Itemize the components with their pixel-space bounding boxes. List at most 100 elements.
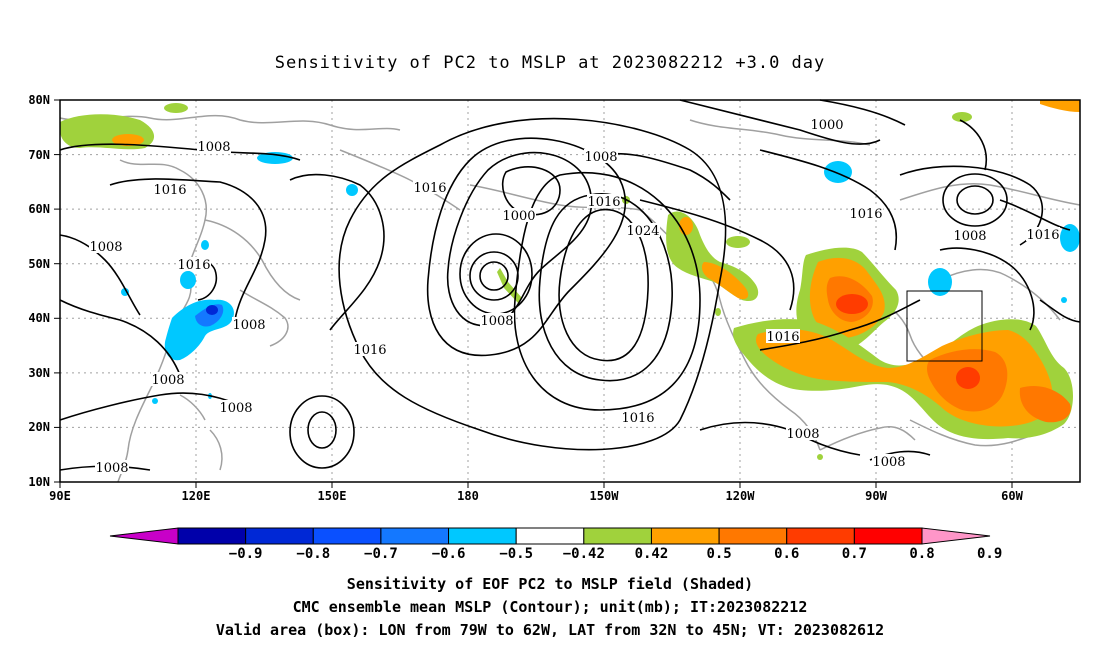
svg-text:1016: 1016 xyxy=(177,258,210,273)
colorbar-segment xyxy=(515,527,585,545)
y-tick-label: 10N xyxy=(28,475,50,489)
contour-label-1008-g: 1008 xyxy=(480,313,514,329)
colorbar-segment xyxy=(650,527,720,545)
contour-label-1024: 1024 xyxy=(626,223,660,239)
svg-text:1008: 1008 xyxy=(584,150,617,165)
contour-label-1008-a: 1008 xyxy=(197,139,231,155)
contour-label-1016-a: 1016 xyxy=(153,182,187,198)
svg-text:1008: 1008 xyxy=(89,240,122,255)
contour-label-1008-k: 1008 xyxy=(872,454,906,470)
contour-label-1016-d: 1016 xyxy=(413,180,447,196)
contour-label-1016-h: 1016 xyxy=(1026,227,1060,243)
axis-ticks xyxy=(54,99,1013,488)
contour-label-1008-i: 1008 xyxy=(953,228,987,244)
x-tick-label: 150E xyxy=(318,489,347,503)
colorbar-labels: −0.9 −0.8 −0.7 −0.6 −0.5 −0.42 0.42 0.5 0.6 0.7 0.… xyxy=(229,546,1003,562)
contour-label-1008-h: 1008 xyxy=(584,149,618,165)
svg-text:1008: 1008 xyxy=(197,140,230,155)
contour-label-1016-c: 1016 xyxy=(353,342,387,358)
map-panel: 1008 1016 1008 1016 1008 1008 1008 1008 … xyxy=(59,99,1081,483)
x-tick-label: 180 xyxy=(457,489,479,503)
colorbar-tick-label: 0.8 xyxy=(909,546,934,562)
shaded-sensitivity xyxy=(60,100,1080,460)
y-tick-label: 30N xyxy=(28,366,50,380)
caption-line-3: Valid area (box): LON from 79W to 62W, L… xyxy=(216,621,884,639)
contour-label-1016-i: 1016 xyxy=(766,329,800,345)
svg-text:1016: 1016 xyxy=(153,183,186,198)
colorbar-segments xyxy=(177,527,923,545)
contour-labels: 1008 1016 1008 1016 1008 1008 1008 1008 … xyxy=(89,117,1060,476)
contour-label-1000-a: 1000 xyxy=(502,208,536,224)
y-tick-label: 20N xyxy=(28,420,50,434)
colorbar-segment xyxy=(718,527,788,545)
colorbar-segment xyxy=(312,527,382,545)
svg-text:1016: 1016 xyxy=(1026,228,1059,243)
colorbar-tick-label: 0.9 xyxy=(977,546,1002,562)
svg-text:1016: 1016 xyxy=(621,411,654,426)
colorbar-segment xyxy=(448,527,517,545)
colorbar-tick-label: 0.5 xyxy=(706,546,731,562)
svg-text:1000: 1000 xyxy=(810,118,843,133)
contour-label-1016-e: 1016 xyxy=(587,194,621,210)
contour-label-1008-j: 1008 xyxy=(786,426,820,442)
colorbar-tick-label: −0.5 xyxy=(499,546,533,562)
colorbar-tick-label: −0.6 xyxy=(432,546,466,562)
colorbar-tick-label: −0.7 xyxy=(364,546,398,562)
y-tick-label: 70N xyxy=(28,148,50,162)
x-tick-label: 120E xyxy=(182,489,211,503)
svg-text:1000: 1000 xyxy=(502,209,535,224)
contour-label-1008-f: 1008 xyxy=(95,460,129,476)
svg-text:1008: 1008 xyxy=(480,314,513,329)
contour-label-1016-b: 1016 xyxy=(177,257,211,273)
x-tick-label: 60W xyxy=(1001,489,1023,503)
svg-text:1016: 1016 xyxy=(413,181,446,196)
caption-line-1: Sensitivity of EOF PC2 to MSLP field (Sh… xyxy=(347,575,753,593)
svg-text:1008: 1008 xyxy=(219,401,252,416)
svg-text:1008: 1008 xyxy=(151,373,184,388)
colorbar-left-triangle xyxy=(109,527,179,545)
colorbar-tick-label: 0.42 xyxy=(635,546,669,562)
colorbar-tick-label: 0.6 xyxy=(774,546,799,562)
svg-text:1016: 1016 xyxy=(766,330,799,345)
valid-area-box xyxy=(906,290,983,362)
x-tick-label: 120W xyxy=(726,489,756,503)
svg-text:1016: 1016 xyxy=(587,195,620,210)
colorbar-right-triangle xyxy=(921,527,991,545)
contour-label-1008-c: 1008 xyxy=(232,317,266,333)
svg-text:1024: 1024 xyxy=(626,224,659,239)
y-axis-labels: 80N 70N 60N 50N 40N 30N 20N 10N xyxy=(28,93,50,489)
y-tick-label: 50N xyxy=(28,257,50,271)
svg-text:1016: 1016 xyxy=(849,207,882,222)
colorbar-segment xyxy=(853,527,923,545)
contour-label-1016-g: 1016 xyxy=(849,206,883,222)
contour-label-1016-f: 1016 xyxy=(621,410,655,426)
y-tick-label: 80N xyxy=(28,93,50,107)
colorbar-tick-label: 0.7 xyxy=(842,546,867,562)
x-tick-label: 90W xyxy=(865,489,887,503)
colorbar: −0.9 −0.8 −0.7 −0.6 −0.5 −0.42 0.42 0.5 0.6 0.7 0.… xyxy=(109,527,1003,562)
y-tick-label: 60N xyxy=(28,202,50,216)
svg-text:1008: 1008 xyxy=(953,229,986,244)
colorbar-tick-label: −0.42 xyxy=(563,546,605,562)
colorbar-tick-label: −0.8 xyxy=(296,546,330,562)
colorbar-segment xyxy=(583,527,652,545)
colorbar-segment xyxy=(380,527,450,545)
svg-text:1016: 1016 xyxy=(353,343,386,358)
colorbar-segment xyxy=(245,527,314,545)
map-frame xyxy=(59,99,1081,483)
colorbar-tick-label: −0.9 xyxy=(229,546,263,562)
x-axis-labels: 90E 120E 150E 180 150W 120W 90W 60W xyxy=(49,489,1023,503)
y-tick-label: 40N xyxy=(28,311,50,325)
x-tick-label: 90E xyxy=(49,489,71,503)
mslp-contours xyxy=(59,99,1081,471)
contour-label-1008-e: 1008 xyxy=(219,400,253,416)
x-tick-label: 150W xyxy=(590,489,620,503)
svg-text:1008: 1008 xyxy=(95,461,128,476)
figure-title: Sensitivity of PC2 to MSLP at 2023082212… xyxy=(275,53,826,73)
svg-text:1008: 1008 xyxy=(872,455,905,470)
caption-line-2: CMC ensemble mean MSLP (Contour); unit(m… xyxy=(293,598,808,616)
contour-label-1008-d: 1008 xyxy=(151,372,185,388)
contour-label-1008-b: 1008 xyxy=(89,239,123,255)
contour-label-1000-b: 1000 xyxy=(810,117,844,133)
